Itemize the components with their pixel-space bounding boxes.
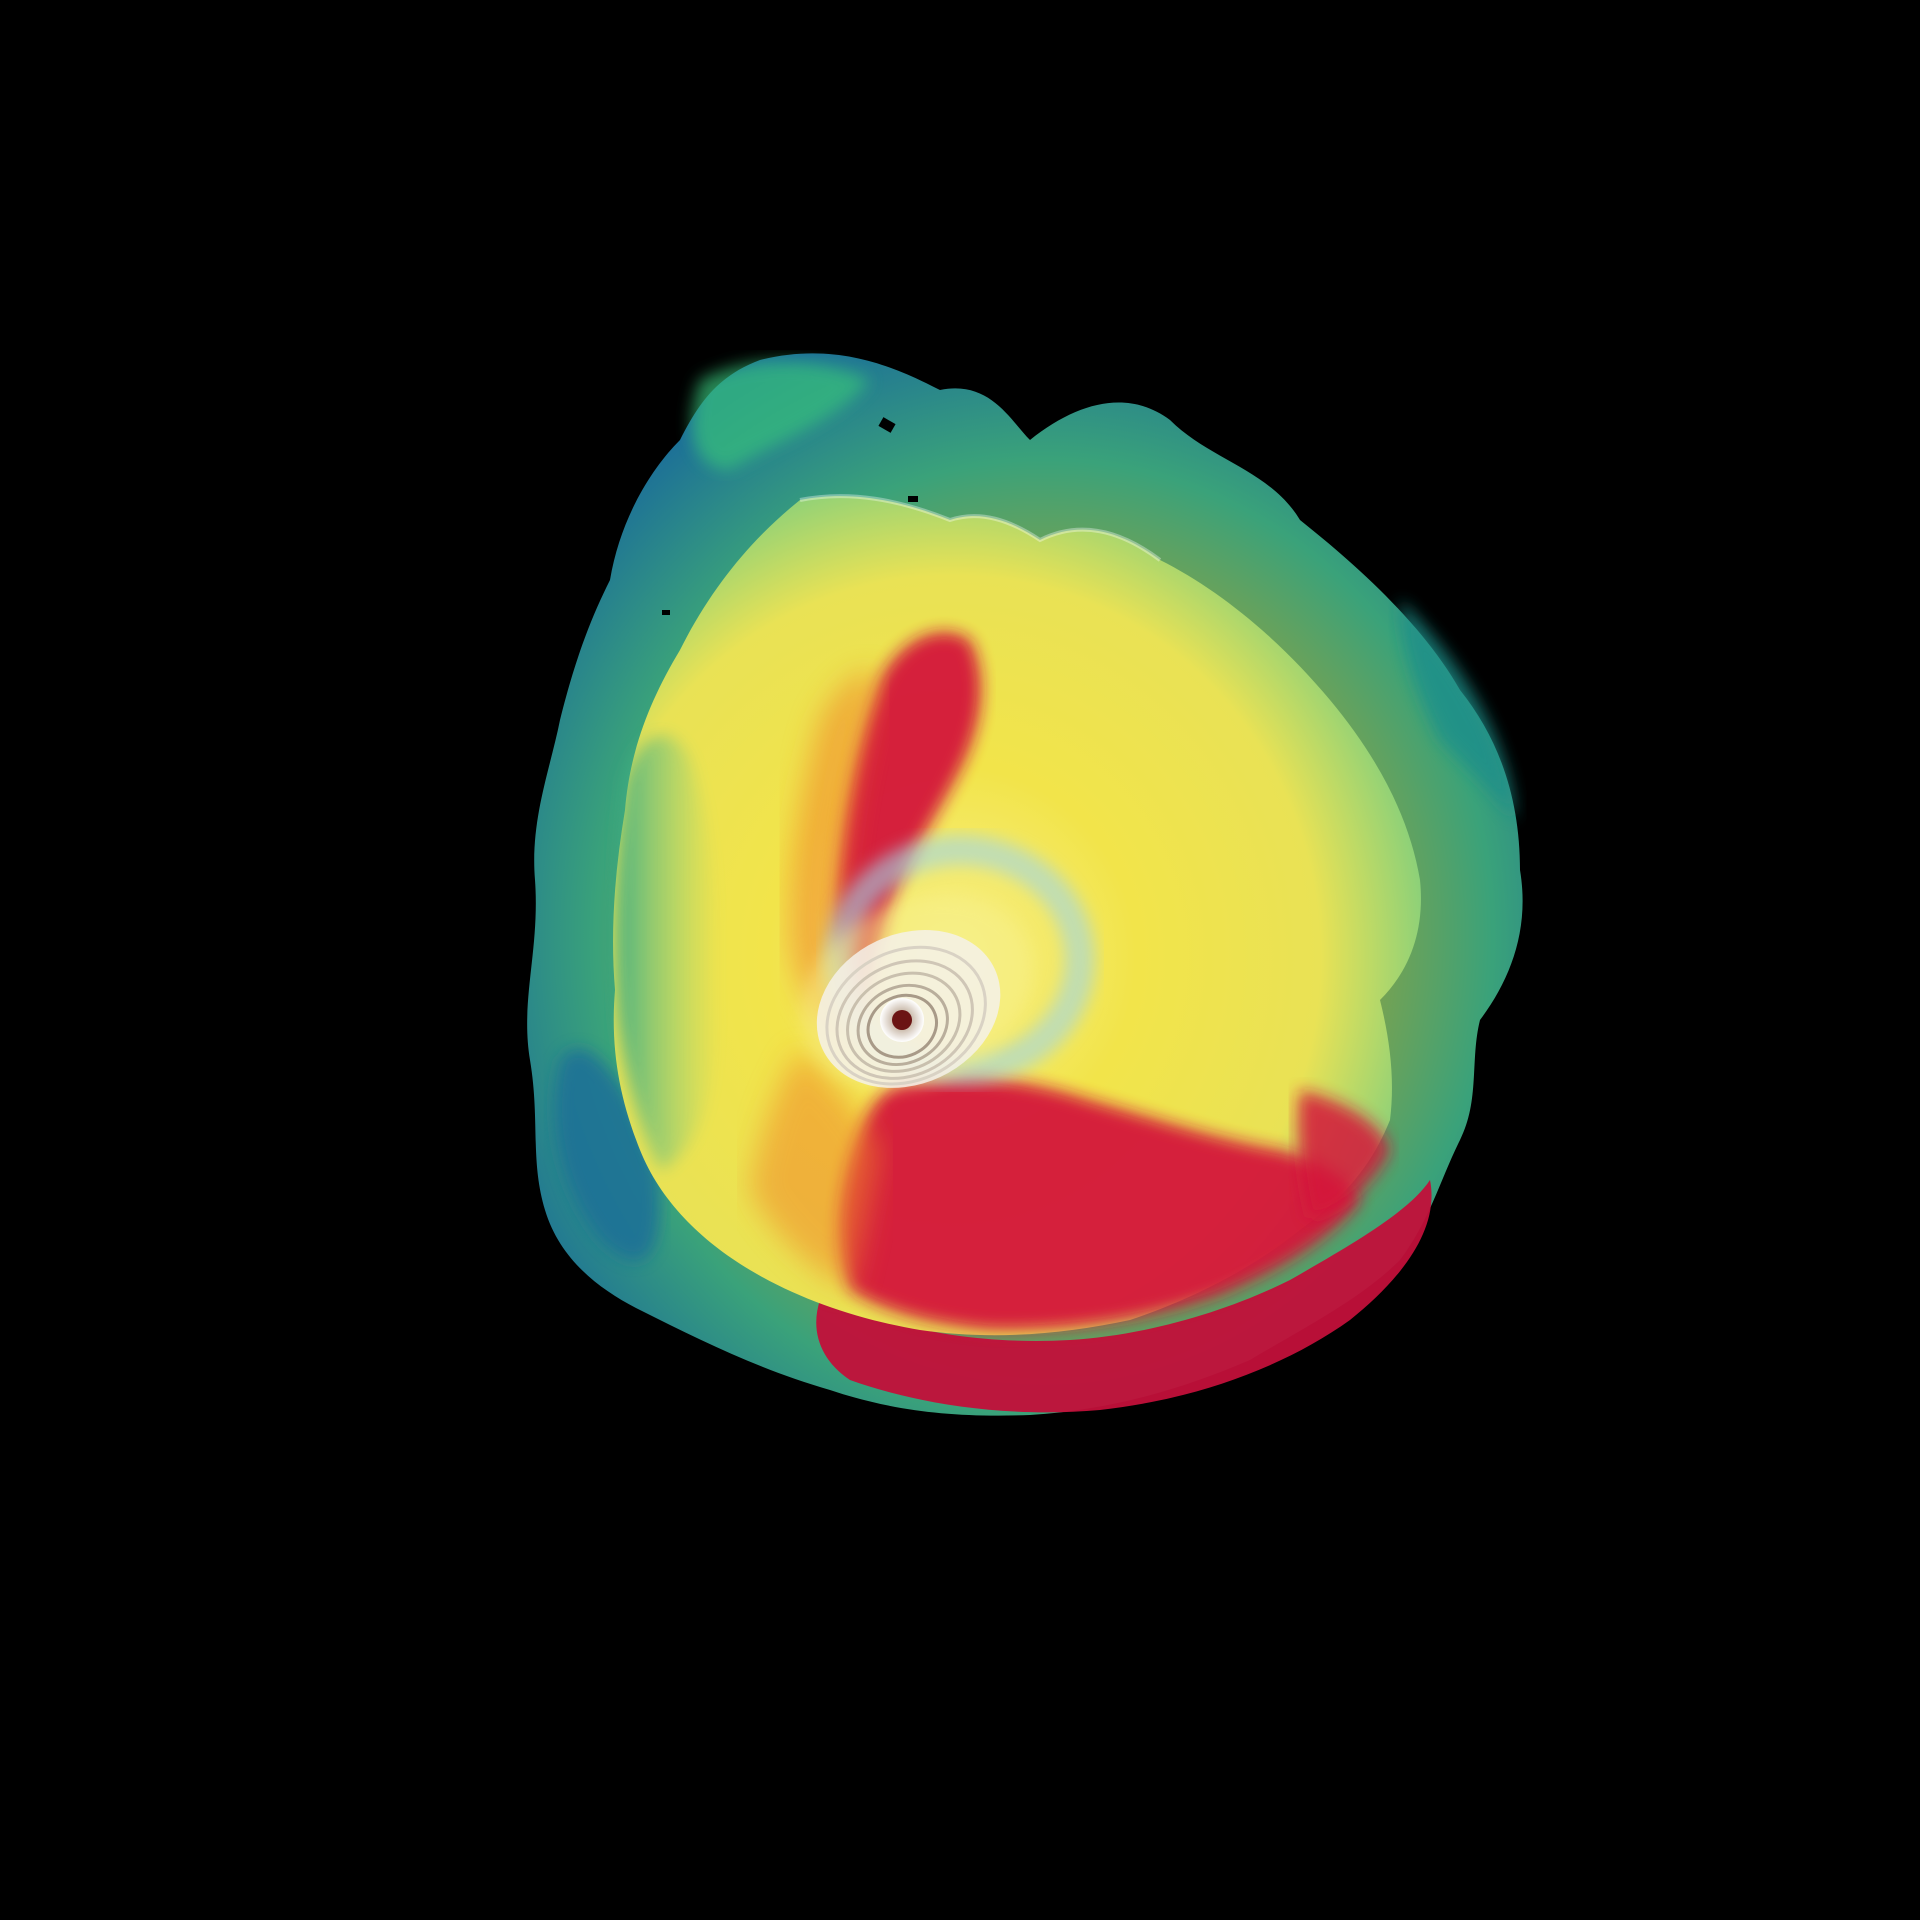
outer-red-lobe bbox=[816, 1180, 1432, 1413]
orange-lower-fringe bbox=[750, 1050, 880, 1290]
dark-speck bbox=[908, 496, 918, 502]
eyewall-rings bbox=[801, 895, 1033, 1088]
dark-speck bbox=[878, 417, 896, 433]
outer-blue-region bbox=[554, 1048, 660, 1261]
red-right-patch bbox=[1298, 1090, 1390, 1220]
outer-green-region bbox=[691, 361, 870, 470]
outer-teal-region bbox=[1400, 600, 1515, 820]
storm-eye-core bbox=[892, 1010, 912, 1030]
orange-spiral-band bbox=[789, 672, 880, 1050]
dark-speck bbox=[662, 610, 670, 615]
inner-green-edge bbox=[614, 735, 720, 1170]
inner-rim-highlight bbox=[799, 494, 1162, 562]
red-lower-region bbox=[839, 1076, 1360, 1331]
